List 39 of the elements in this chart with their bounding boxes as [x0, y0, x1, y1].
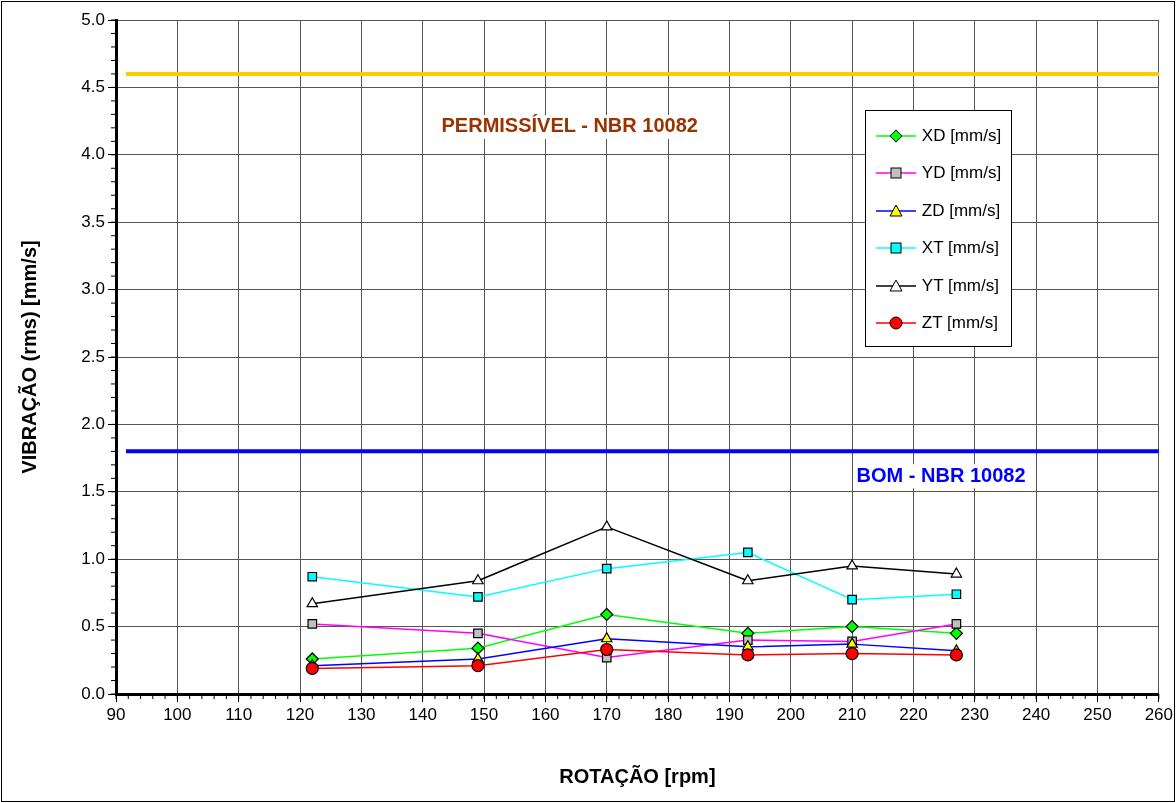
x-tick-label: 140 [408, 704, 437, 724]
y-tick-label: 4.5 [81, 77, 105, 97]
y-tick-label: 0.5 [81, 616, 105, 636]
x-tick-label: 220 [899, 704, 928, 724]
legend-label: ZD [mm/s] [921, 200, 1001, 221]
x-tick-label: 160 [531, 704, 560, 724]
x-tick-label: 100 [163, 704, 192, 724]
x-tick-label: 240 [1021, 704, 1051, 724]
y-tick-label: 0.0 [81, 683, 105, 703]
x-tick-label: 90 [106, 704, 126, 724]
x-tick-label: 190 [715, 704, 744, 724]
y-tick-label: 3.5 [81, 211, 105, 231]
legend-label: XT [mm/s] [921, 238, 999, 259]
y-tick-label: 3.0 [81, 279, 105, 299]
legend-label: XD [mm/s] [921, 125, 1002, 146]
y-tick-label: 2.5 [81, 346, 105, 366]
legend-label: YT [mm/s] [921, 275, 999, 296]
y-tick-label: 2.0 [81, 414, 105, 434]
ref-line-label: BOM - NBR 10082 [856, 463, 1026, 486]
y-tick-label: 1.0 [81, 548, 105, 568]
legend-label: YD [mm/s] [921, 163, 1002, 184]
y-tick-label: 1.5 [81, 481, 105, 501]
x-tick-label: 110 [225, 704, 253, 724]
x-tick-label: 230 [960, 704, 989, 724]
x-tick-label: 120 [285, 704, 315, 724]
y-tick-label: 4.0 [81, 144, 105, 164]
x-tick-label: 200 [776, 704, 805, 724]
x-tick-label: 130 [347, 704, 376, 724]
y-tick-label: 5.0 [81, 9, 105, 29]
ref-line-label: PERMISSÍVEL - NBR 10082 [441, 114, 698, 137]
x-axis-title: ROTAÇÃO [rpm] [559, 764, 716, 787]
x-tick-label: 250 [1083, 704, 1112, 724]
x-tick-label: 210 [837, 704, 867, 724]
x-tick-label: 260 [1144, 704, 1174, 724]
x-tick-label: 150 [469, 704, 499, 724]
x-tick-label: 170 [592, 704, 621, 724]
y-axis-title: VIBRAÇÃO (rms) [mm/s] [17, 240, 40, 474]
x-tick-label: 180 [653, 704, 683, 724]
legend-label: ZT [mm/s] [921, 313, 998, 334]
